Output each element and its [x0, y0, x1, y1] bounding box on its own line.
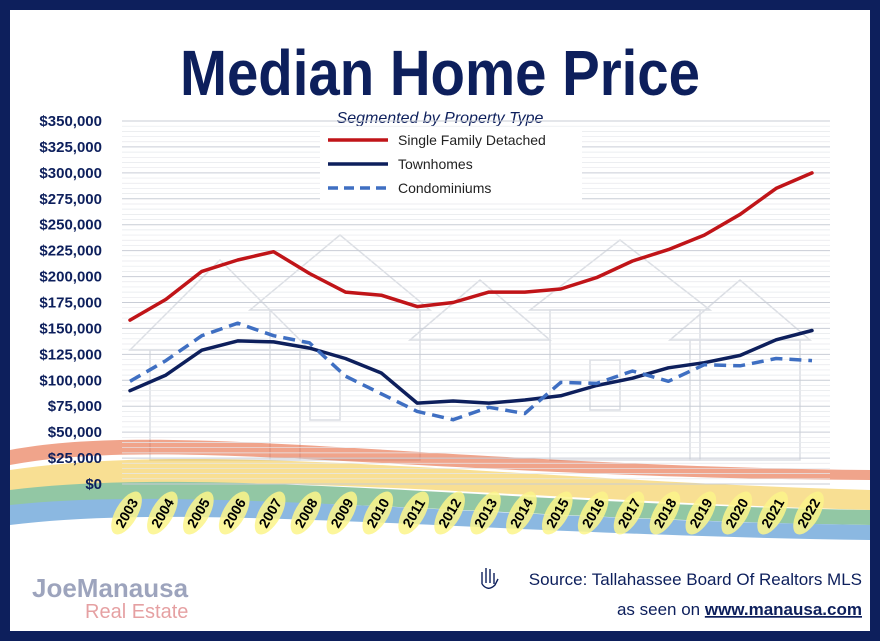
chart-panel: Median Home Price Segmented by Property …	[10, 10, 870, 631]
x-tick-highlight	[506, 491, 537, 535]
hand-icon	[481, 568, 499, 589]
logo-line1: JoeManausa	[32, 573, 189, 603]
website-link[interactable]: www.manausa.com	[704, 600, 862, 619]
x-tick-highlight	[721, 491, 753, 535]
x-tick-highlight	[398, 491, 430, 535]
y-tick-label: $350,000	[39, 113, 102, 130]
x-tick-highlight	[577, 491, 609, 535]
x-tick-highlight	[757, 491, 788, 535]
y-tick-label: $175,000	[39, 295, 102, 312]
y-tick-label: $150,000	[39, 320, 102, 337]
legend-label: Condominiums	[398, 180, 491, 196]
legend-label: Single Family Detached	[398, 132, 546, 148]
seen-on-text: as seen on www.manausa.com	[617, 600, 862, 619]
y-tick-label: $250,000	[39, 217, 102, 234]
x-tick-highlight	[218, 491, 250, 535]
background-houses	[128, 234, 813, 461]
source-line: Source: Tallahassee Board Of Realtors ML…	[481, 568, 862, 589]
x-tick-highlight	[434, 491, 465, 535]
y-tick-label: $275,000	[39, 191, 102, 208]
y-tick-label: $50,000	[48, 424, 102, 441]
x-tick-highlight	[111, 491, 142, 535]
y-tick-label: $100,000	[39, 372, 102, 389]
x-tick-highlight	[254, 491, 286, 535]
y-tick-label: $200,000	[39, 269, 102, 286]
y-tick-label: $300,000	[39, 165, 102, 182]
x-tick-highlight	[290, 491, 322, 535]
x-tick-highlight	[613, 491, 645, 535]
x-tick-highlight	[685, 491, 717, 535]
y-tick-label: $25,000	[48, 450, 102, 467]
legend: Single Family Detached Townhomes Condomini…	[320, 127, 582, 203]
x-tick-highlight	[362, 491, 394, 535]
y-tick-label: $125,000	[39, 346, 102, 363]
series-line-townhomes	[128, 328, 814, 405]
chart-subtitle: Segmented by Property Type	[337, 110, 544, 127]
logo-line2: Real Estate	[85, 601, 188, 623]
chart-svg: Median Home Price Segmented by Property …	[10, 37, 870, 623]
x-axis-ticks: 2003 2004 2005 2006 2007 2008 2009 2010 2011 2012…	[111, 491, 824, 535]
x-tick-highlight	[147, 491, 178, 535]
series-line-single-family-detached	[128, 171, 814, 322]
y-tick-label: $75,000	[48, 398, 102, 415]
company-logo: JoeManausa Real Estate	[32, 573, 189, 623]
x-tick-highlight	[649, 491, 681, 535]
chart-title: Median Home Price	[180, 37, 700, 109]
series-layer	[128, 171, 814, 422]
y-tick-label: $0	[85, 476, 102, 493]
x-tick-highlight	[183, 491, 214, 535]
y-tick-label: $225,000	[39, 243, 102, 260]
series-line-condominiums	[129, 321, 813, 422]
x-tick-highlight	[541, 491, 573, 535]
x-tick-highlight	[326, 491, 358, 535]
seen-on-prefix: as seen on	[617, 600, 705, 619]
y-tick-label: $325,000	[39, 139, 102, 156]
source-text: Source: Tallahassee Board Of Realtors ML…	[529, 570, 862, 589]
x-tick-label: 2017	[613, 491, 645, 535]
x-tick-highlight	[793, 491, 824, 535]
y-axis-ticks: $350,000 $325,000 $300,000 $275,000 $250,000…	[39, 113, 102, 493]
x-tick-highlight	[470, 491, 501, 535]
legend-label: Townhomes	[398, 156, 473, 172]
